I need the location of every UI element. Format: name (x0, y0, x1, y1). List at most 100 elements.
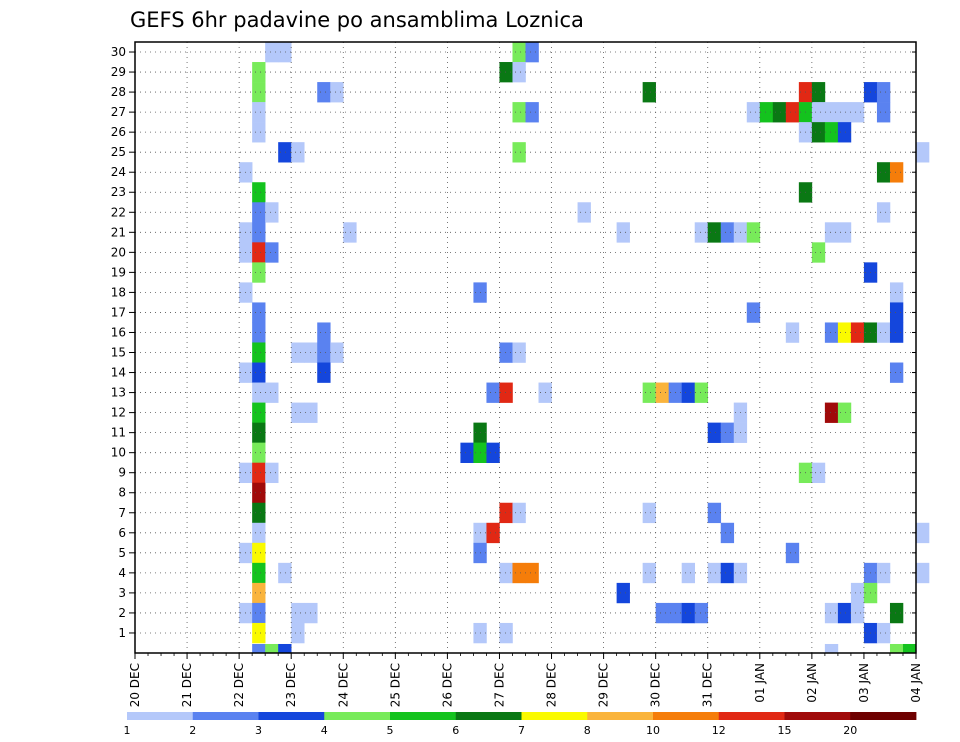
heatmap-cell (252, 602, 266, 624)
heatmap-cell (265, 382, 279, 403)
heatmap-cell (252, 502, 266, 524)
heatmap-cell (343, 222, 357, 243)
heatmap-cell (486, 522, 500, 544)
colorbar-swatch (324, 712, 391, 720)
heatmap-cell (916, 562, 930, 584)
colorbar-label: 2 (189, 724, 196, 737)
heatmap-cell (850, 102, 865, 123)
heatmap-cell (889, 602, 904, 624)
heatmap-cell (707, 422, 722, 443)
heatmap-cell (616, 582, 630, 604)
heatmap-cell (252, 102, 266, 123)
colorbar-label: 15 (778, 724, 792, 737)
heatmap-cell (772, 102, 787, 123)
y-tick-label: 27 (111, 105, 126, 119)
heatmap-cell (317, 322, 331, 343)
heatmap-cell (811, 82, 826, 103)
colorbar-label: 20 (843, 724, 857, 737)
heatmap-cell (616, 222, 630, 243)
heatmap-cell (655, 602, 669, 624)
heatmap-cell (525, 102, 539, 123)
colorbar-label: 7 (518, 724, 525, 737)
heatmap-cell (707, 562, 722, 584)
heatmap-cell (889, 322, 904, 343)
y-tick-label: 2 (118, 606, 126, 620)
heatmap-cell (681, 382, 696, 403)
heatmap-cell (252, 542, 266, 564)
heatmap-cell (720, 522, 735, 544)
heatmap-cell (486, 382, 500, 403)
heatmap-cell (330, 82, 344, 103)
y-tick-label: 23 (111, 185, 126, 199)
heatmap-cell (889, 362, 904, 383)
heatmap-cell (746, 222, 761, 243)
y-tick-label: 1 (118, 626, 126, 640)
heatmap-cell (746, 102, 761, 123)
heatmap-cell (811, 102, 826, 123)
heatmap-cell (252, 402, 266, 423)
colorbar-swatch (390, 712, 457, 720)
heatmap-cell (889, 162, 904, 183)
heatmap-cell (889, 282, 904, 303)
heatmap-cell (876, 562, 891, 584)
heatmap-cell (824, 602, 839, 624)
heatmap-cell (811, 462, 826, 484)
y-tick-label: 11 (111, 426, 126, 440)
heatmap-cell (499, 622, 513, 644)
heatmap-cell (252, 482, 266, 504)
y-tick-label: 18 (111, 285, 126, 299)
x-tick-label: 20 DEC (128, 663, 142, 707)
heatmap-cell (642, 382, 656, 403)
heatmap-cell (252, 382, 266, 403)
heatmap-cell (512, 142, 526, 163)
y-tick-label: 9 (118, 466, 126, 480)
heatmap-cell (876, 102, 891, 123)
heatmap-cell (694, 222, 709, 243)
heatmap-cell (785, 322, 800, 343)
heatmap-cell (889, 643, 904, 653)
heatmap-cell (837, 122, 852, 143)
heatmap-cell (850, 582, 865, 604)
y-tick-label: 6 (118, 526, 126, 540)
x-tick-label: 03 JAN (857, 663, 871, 703)
heatmap-cell (837, 402, 852, 423)
heatmap-cell (720, 422, 735, 443)
heatmap-cell (525, 42, 539, 63)
heatmap-cell (317, 362, 331, 383)
x-tick-label: 24 DEC (336, 663, 350, 707)
x-tick-label: 25 DEC (388, 663, 402, 707)
heatmap-cell (837, 322, 852, 343)
y-tick-label: 17 (111, 305, 126, 319)
heatmap-cell (278, 142, 292, 163)
y-tick-label: 14 (111, 366, 126, 380)
colorbar-swatch (653, 712, 720, 720)
heatmap-cell (252, 562, 266, 584)
y-tick-label: 26 (111, 125, 126, 139)
heatmap-cell (512, 502, 526, 524)
x-tick-label: 26 DEC (440, 663, 454, 707)
heatmap-cell (876, 202, 891, 223)
colorbar-swatch (587, 712, 654, 720)
heatmap-cell (278, 42, 292, 63)
colorbar-swatch (850, 712, 917, 720)
y-tick-label: 30 (111, 45, 126, 59)
heatmap-cell (785, 542, 800, 564)
heatmap-cell (850, 322, 865, 343)
heatmap-cell (837, 602, 852, 624)
colorbar-label: 5 (387, 724, 394, 737)
heatmap-cell (291, 142, 305, 163)
heatmap-cell (252, 522, 266, 544)
heatmap-cell (499, 342, 513, 363)
heatmap-cell (252, 262, 266, 283)
heatmap-cell (785, 102, 800, 123)
colorbar-swatch (718, 712, 785, 720)
y-tick-label: 24 (111, 165, 126, 179)
heatmap-cell (746, 302, 761, 323)
heatmap-cell (916, 142, 930, 163)
heatmap-cell (512, 42, 526, 63)
heatmap-cell (252, 182, 266, 203)
heatmap-cell (902, 643, 917, 653)
heatmap-cell (811, 122, 826, 143)
heatmap-cell (278, 562, 292, 584)
x-tick-label: 30 DEC (649, 663, 663, 707)
